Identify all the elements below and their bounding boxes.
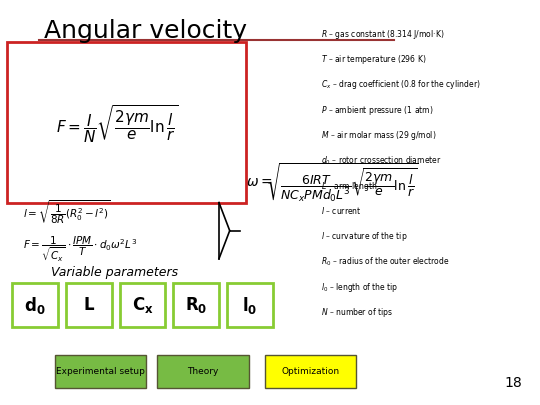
Text: $N$ – number of tips: $N$ – number of tips <box>321 306 393 319</box>
Text: $l_0$ – length of the tip: $l_0$ – length of the tip <box>321 281 399 294</box>
Text: $\mathbf{l_0}$: $\mathbf{l_0}$ <box>242 294 258 315</box>
Text: $\mathbf{R_0}$: $\mathbf{R_0}$ <box>185 295 207 315</box>
Text: $P$ – ambient pressure (1 atm): $P$ – ambient pressure (1 atm) <box>321 104 434 117</box>
Text: $I$ – current: $I$ – current <box>321 205 362 216</box>
FancyBboxPatch shape <box>12 283 58 327</box>
FancyBboxPatch shape <box>227 283 273 327</box>
Text: $M$ – air molar mass (29 g/mol): $M$ – air molar mass (29 g/mol) <box>321 129 436 142</box>
Text: $F = \dfrac{I}{N}\sqrt{\dfrac{2\gamma m}{e}\ln\dfrac{l}{r}}$: $F = \dfrac{I}{N}\sqrt{\dfrac{2\gamma m}… <box>56 103 178 145</box>
Text: Experimental setup: Experimental setup <box>56 367 145 376</box>
FancyBboxPatch shape <box>66 283 112 327</box>
Text: $T$ – air temperature (296 K): $T$ – air temperature (296 K) <box>321 53 427 66</box>
FancyBboxPatch shape <box>119 283 165 327</box>
FancyBboxPatch shape <box>7 42 246 202</box>
Text: Optimization: Optimization <box>281 367 339 376</box>
Text: Theory: Theory <box>187 367 219 376</box>
Text: $d_0$ – rotor crossection diameter: $d_0$ – rotor crossection diameter <box>321 154 442 167</box>
Text: $l = \sqrt{\dfrac{1}{8R}(R_0^2 - l^2)}$: $l = \sqrt{\dfrac{1}{8R}(R_0^2 - l^2)}$ <box>23 198 111 227</box>
Text: $\mathbf{L}$: $\mathbf{L}$ <box>83 296 94 314</box>
Text: $\mathbf{C_x}$: $\mathbf{C_x}$ <box>132 295 153 315</box>
Text: $C_x$ – drag coefficient (0.8 for the cylinder): $C_x$ – drag coefficient (0.8 for the cy… <box>321 78 481 91</box>
Text: $F = \dfrac{1}{\sqrt{C_x}} \cdot \dfrac{IPM}{T} \cdot d_0\omega^2 L^3$: $F = \dfrac{1}{\sqrt{C_x}} \cdot \dfrac{… <box>23 234 137 264</box>
Text: Angular velocity: Angular velocity <box>44 19 247 43</box>
Text: $\omega =$: $\omega =$ <box>246 175 272 190</box>
FancyBboxPatch shape <box>157 355 248 388</box>
Text: 18: 18 <box>505 375 523 390</box>
FancyBboxPatch shape <box>173 283 219 327</box>
Text: $\mathbf{d_0}$: $\mathbf{d_0}$ <box>24 294 46 315</box>
Text: $L$ – arm length: $L$ – arm length <box>321 179 377 192</box>
Text: $\sqrt{\dfrac{6IRT}{NC_x PM d_0 L^3}\sqrt{\dfrac{2\gamma m}{e}\ln\dfrac{l}{r}}}$: $\sqrt{\dfrac{6IRT}{NC_x PM d_0 L^3}\sqr… <box>266 161 419 204</box>
Text: Variable parameters: Variable parameters <box>51 266 178 279</box>
Text: $R$ – gas constant (8.314 J/mol·K): $R$ – gas constant (8.314 J/mol·K) <box>321 28 444 40</box>
FancyBboxPatch shape <box>55 355 146 388</box>
Text: $l$ – curvature of the tip: $l$ – curvature of the tip <box>321 230 408 243</box>
Text: $R_0$ – radius of the outer electrode: $R_0$ – radius of the outer electrode <box>321 256 450 268</box>
FancyBboxPatch shape <box>265 355 356 388</box>
